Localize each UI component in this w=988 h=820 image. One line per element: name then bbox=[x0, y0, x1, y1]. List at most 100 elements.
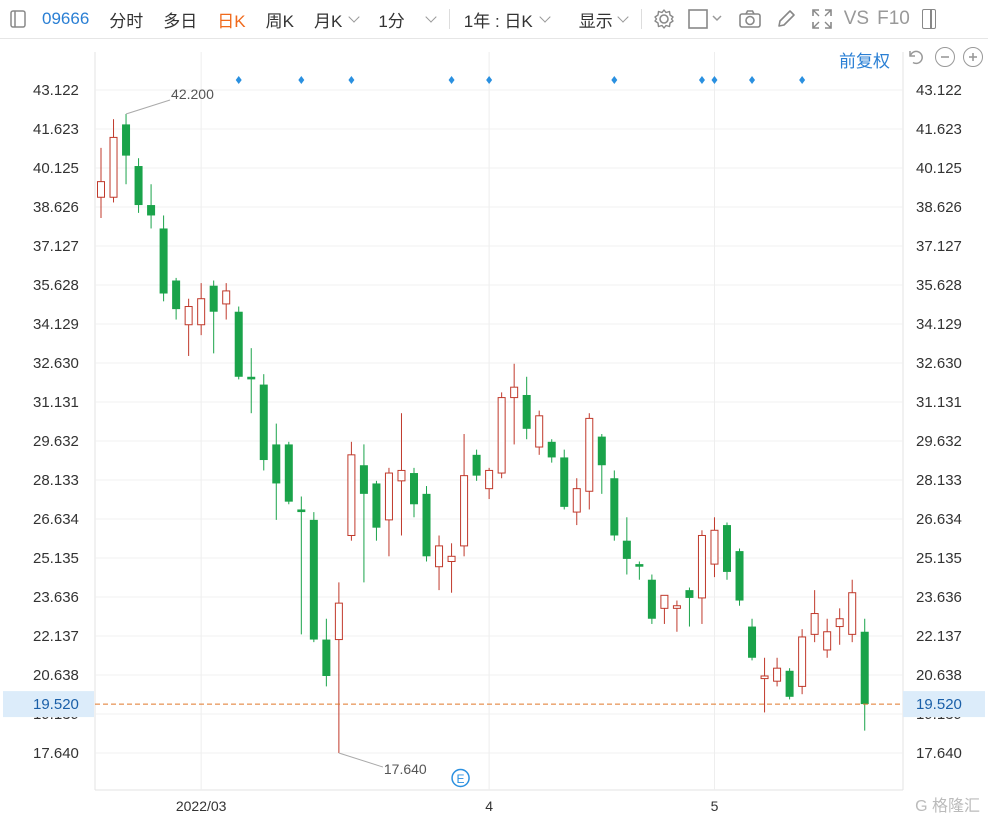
candle-body-up bbox=[197, 298, 206, 326]
event-dot-marker bbox=[486, 76, 493, 84]
period-select[interactable]: 1年 : 日K bbox=[454, 7, 559, 32]
candle-body-up bbox=[397, 469, 406, 482]
high-annotation-leader bbox=[125, 99, 171, 115]
candle-body-up bbox=[435, 545, 444, 568]
adjust-type-select[interactable]: 前复权 bbox=[839, 52, 890, 71]
event-dot-marker bbox=[749, 76, 756, 84]
low-price-annotation: 17.640 bbox=[384, 761, 427, 777]
display-select-label: 显示 bbox=[578, 11, 613, 31]
y-tick-label-right: 23.636 bbox=[916, 589, 962, 606]
y-tick-label-right: 37.127 bbox=[916, 238, 962, 255]
candle-body-up bbox=[760, 675, 769, 680]
y-tick-label-left: 28.133 bbox=[33, 472, 79, 489]
candle-body-down bbox=[209, 285, 218, 312]
candle-body-down bbox=[647, 579, 656, 619]
display-select[interactable]: 显示 bbox=[569, 7, 637, 32]
high-price-annotation: 42.200 bbox=[171, 86, 214, 102]
event-e-label: E bbox=[457, 772, 465, 786]
y-tick-label-right: 41.623 bbox=[916, 121, 962, 138]
tab-multi-day[interactable]: 多日 bbox=[163, 11, 198, 31]
y-tick-label-right: 35.628 bbox=[916, 277, 962, 294]
candle-body-down bbox=[723, 525, 731, 572]
y-tick-label-left: 35.628 bbox=[33, 277, 79, 294]
candle-body-up bbox=[535, 415, 544, 448]
candlestick-chart[interactable]: 43.122 43.122 41.623 41.623 40.125 40.125 38.6… bbox=[0, 38, 988, 820]
zoom-out-icon[interactable] bbox=[935, 47, 955, 67]
y-tick-label-left: 38.626 bbox=[33, 199, 79, 216]
tab-minute-label: 1分 bbox=[378, 11, 405, 31]
candle-body-down bbox=[560, 457, 569, 507]
low-annotation-leader bbox=[338, 752, 384, 768]
candle-body-down bbox=[597, 436, 606, 466]
event-dot-marker bbox=[348, 76, 355, 84]
candle-body-down bbox=[272, 444, 281, 484]
event-dot-marker bbox=[611, 76, 618, 84]
candle-body-up bbox=[510, 386, 519, 399]
checkbox-icon[interactable] bbox=[687, 6, 727, 32]
candle-body-up bbox=[384, 472, 393, 521]
current-price-badge-right bbox=[903, 691, 985, 718]
chevron-down-icon bbox=[539, 10, 551, 23]
y-tick-label-right: 28.133 bbox=[916, 472, 962, 489]
zoom-in-icon[interactable] bbox=[963, 47, 983, 67]
watermark-logo: G 格隆汇 bbox=[915, 798, 980, 815]
tab-monthly-k[interactable]: 月K bbox=[304, 7, 368, 32]
y-tick-label-left: 25.135 bbox=[33, 550, 79, 567]
candle-body-down bbox=[410, 473, 418, 505]
candle-body-down bbox=[159, 228, 168, 294]
y-tick-label-right: 20.638 bbox=[916, 667, 962, 684]
y-tick-label-right: 34.129 bbox=[916, 316, 962, 333]
y-tick-label-right: 31.131 bbox=[916, 394, 962, 411]
current-price-badge-left bbox=[3, 691, 94, 718]
y-tick-label-left: 22.137 bbox=[33, 628, 79, 645]
candle-body-down bbox=[372, 483, 381, 528]
candle-body-up bbox=[572, 488, 581, 513]
settings-gear-icon[interactable] bbox=[651, 6, 677, 32]
event-dot-marker bbox=[448, 76, 455, 84]
candle-body-down bbox=[610, 478, 619, 536]
fullscreen-icon[interactable] bbox=[809, 6, 835, 32]
candle-body-down bbox=[359, 465, 368, 494]
candle-body-down bbox=[735, 551, 744, 601]
y-tick-label-right: 26.634 bbox=[916, 511, 962, 528]
pen-icon[interactable] bbox=[773, 6, 799, 32]
tab-minute[interactable]: 1分 bbox=[368, 7, 444, 32]
candle-body-down bbox=[297, 509, 306, 513]
camera-icon[interactable] bbox=[737, 6, 763, 32]
panel-icon[interactable] bbox=[921, 9, 936, 29]
y-tick-label-right: 25.135 bbox=[916, 550, 962, 567]
event-dot-marker bbox=[298, 76, 305, 84]
tab-intraday[interactable]: 分时 bbox=[109, 11, 144, 31]
x-tick-label: 4 bbox=[485, 798, 493, 814]
candle-body-down bbox=[172, 280, 181, 310]
candle-body-up bbox=[184, 306, 193, 326]
sidebar-toggle-icon[interactable] bbox=[5, 6, 31, 32]
event-dot-marker bbox=[799, 76, 806, 84]
vs-compare-button[interactable]: VS bbox=[843, 8, 870, 29]
stock-code[interactable]: 09666 bbox=[42, 9, 90, 28]
y-tick-label-left: 37.127 bbox=[33, 238, 79, 255]
reset-icon[interactable] bbox=[906, 47, 926, 67]
f10-button[interactable]: F10 bbox=[877, 8, 910, 29]
event-e-icon bbox=[451, 768, 470, 788]
y-tick-label-right: 22.137 bbox=[916, 628, 962, 645]
chevron-down-icon bbox=[348, 10, 360, 23]
x-tick-label: 2022/03 bbox=[176, 798, 227, 814]
y-tick-label-right: 29.632 bbox=[916, 433, 962, 450]
tab-daily-k[interactable]: 日K bbox=[217, 11, 246, 31]
divider bbox=[640, 9, 642, 29]
tab-monthly-k-label: 月K bbox=[313, 11, 343, 31]
tab-weekly-k[interactable]: 周K bbox=[265, 11, 294, 31]
candle-body-up bbox=[848, 592, 857, 635]
candle-body-down bbox=[247, 376, 256, 380]
candle-body-up bbox=[334, 602, 343, 641]
candle-body-up bbox=[497, 397, 506, 474]
candle-body-up bbox=[660, 594, 669, 609]
candle-body-up bbox=[810, 613, 819, 635]
candle-body-down bbox=[234, 311, 243, 377]
y-tick-label-left: 41.623 bbox=[33, 121, 79, 138]
y-tick-label-right: 40.125 bbox=[916, 160, 962, 177]
current-price-label-left: 19.520 bbox=[33, 696, 79, 713]
candle-body-up bbox=[109, 136, 118, 198]
candle-body-down bbox=[259, 384, 268, 461]
